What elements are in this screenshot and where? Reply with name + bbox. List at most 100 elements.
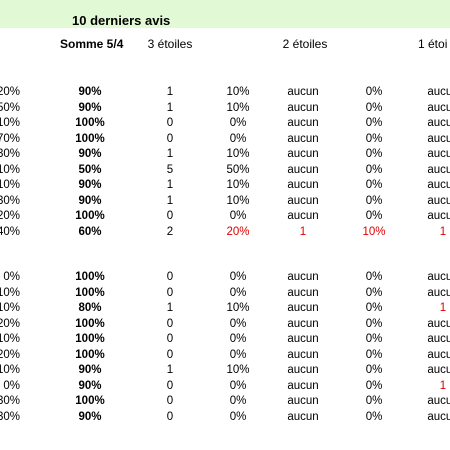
cell-three-star-count[interactable]: 1: [166, 148, 174, 160]
cell-three-star-count[interactable]: 0: [166, 117, 174, 129]
cell-sum[interactable]: 100%: [75, 395, 105, 407]
cell-three-star-count[interactable]: 2: [166, 225, 174, 238]
cell-two-star-percent[interactable]: 0%: [365, 163, 383, 176]
cell-sum[interactable]: 80%: [78, 302, 102, 314]
cell-three-star-count[interactable]: 0: [166, 286, 174, 299]
cell-three-star-percent[interactable]: 10%: [226, 302, 250, 314]
cell-two-star-percent[interactable]: 0%: [365, 86, 383, 98]
cell-sum[interactable]: 100%: [75, 132, 105, 145]
cell-three-star-count[interactable]: 1: [166, 302, 174, 314]
cell-three-star-count[interactable]: 0: [166, 333, 174, 345]
cell-two-star-percent[interactable]: 0%: [365, 317, 383, 330]
cell-sum[interactable]: 50%: [78, 163, 102, 176]
cell-three-star-count[interactable]: 0: [166, 271, 174, 283]
cell-three-star-count[interactable]: 1: [166, 86, 174, 98]
cell-three-star-percent[interactable]: 0%: [229, 395, 247, 407]
cell-two-star-count[interactable]: aucun: [287, 210, 319, 222]
cell-three-star-percent[interactable]: 10%: [226, 86, 250, 98]
cell-one-star-count[interactable]: aucun: [427, 210, 450, 222]
cell-one-star-count[interactable]: aucun: [427, 286, 450, 299]
cell-two-star-count[interactable]: aucun: [287, 163, 319, 176]
cell-percent[interactable]: 10%: [0, 333, 20, 345]
cell-two-star-count[interactable]: aucun: [287, 101, 319, 114]
cell-sum[interactable]: 100%: [75, 333, 105, 345]
cell-one-star-count[interactable]: aucun: [427, 410, 450, 423]
cell-two-star-count[interactable]: aucun: [287, 410, 319, 423]
cell-sum[interactable]: 100%: [75, 210, 105, 222]
cell-percent[interactable]: 10%: [0, 179, 20, 191]
cell-three-star-count[interactable]: 1: [166, 179, 174, 191]
cell-one-star-count[interactable]: aucun: [427, 132, 450, 145]
cell-percent[interactable]: 10%: [0, 364, 20, 376]
cell-two-star-percent[interactable]: 0%: [365, 379, 383, 392]
cell-two-star-count[interactable]: aucun: [287, 379, 319, 392]
cell-percent[interactable]: 30%: [0, 410, 20, 423]
cell-two-star-count[interactable]: aucun: [287, 132, 319, 145]
cell-three-star-count[interactable]: 0: [166, 395, 174, 407]
cell-two-star-count[interactable]: aucun: [287, 317, 319, 330]
cell-two-star-count[interactable]: aucun: [287, 179, 319, 191]
cell-three-star-count[interactable]: 0: [166, 210, 174, 222]
cell-three-star-count[interactable]: 0: [166, 348, 174, 361]
cell-one-star-count[interactable]: aucun: [427, 179, 450, 191]
cell-percent[interactable]: 10%: [0, 163, 20, 176]
cell-one-star-count[interactable]: aucun: [427, 148, 450, 160]
cell-sum[interactable]: 100%: [75, 317, 105, 330]
cell-two-star-percent[interactable]: 0%: [365, 179, 383, 191]
cell-sum[interactable]: 90%: [78, 101, 102, 114]
cell-three-star-percent[interactable]: 0%: [229, 317, 247, 330]
cell-two-star-percent[interactable]: 0%: [365, 210, 383, 222]
cell-one-star-count[interactable]: aucun: [427, 364, 450, 376]
cell-sum[interactable]: 60%: [78, 225, 102, 238]
cell-two-star-count[interactable]: 1: [299, 225, 307, 238]
cell-sum[interactable]: 100%: [75, 271, 105, 283]
cell-percent[interactable]: 0%: [3, 379, 20, 392]
cell-two-star-percent[interactable]: 10%: [362, 225, 386, 238]
cell-one-star-count[interactable]: 1: [439, 379, 447, 392]
cell-two-star-count[interactable]: aucun: [287, 117, 319, 129]
cell-percent[interactable]: 30%: [0, 194, 20, 207]
cell-two-star-percent[interactable]: 0%: [365, 286, 383, 299]
cell-three-star-count[interactable]: 1: [166, 364, 174, 376]
cell-three-star-percent[interactable]: 20%: [226, 225, 250, 238]
cell-three-star-percent[interactable]: 10%: [226, 101, 250, 114]
cell-one-star-count[interactable]: 1: [439, 225, 447, 238]
cell-percent[interactable]: 0%: [3, 271, 20, 283]
cell-two-star-count[interactable]: aucun: [287, 286, 319, 299]
cell-percent[interactable]: 20%: [0, 210, 20, 222]
cell-percent[interactable]: 40%: [0, 225, 20, 238]
cell-three-star-percent[interactable]: 10%: [226, 148, 250, 160]
cell-two-star-percent[interactable]: 0%: [365, 132, 383, 145]
cell-three-star-percent[interactable]: 10%: [226, 194, 250, 207]
cell-percent[interactable]: 20%: [0, 317, 20, 330]
cell-three-star-percent[interactable]: 0%: [229, 379, 247, 392]
cell-one-star-count[interactable]: aucun: [427, 317, 450, 330]
cell-two-star-count[interactable]: aucun: [287, 333, 319, 345]
cell-three-star-percent[interactable]: 0%: [229, 348, 247, 361]
cell-three-star-percent[interactable]: 0%: [229, 286, 247, 299]
cell-three-star-count[interactable]: 0: [166, 379, 174, 392]
cell-two-star-percent[interactable]: 0%: [365, 395, 383, 407]
cell-two-star-percent[interactable]: 0%: [365, 194, 383, 207]
cell-two-star-count[interactable]: aucun: [287, 395, 319, 407]
cell-one-star-count[interactable]: aucun: [427, 86, 450, 98]
cell-two-star-percent[interactable]: 0%: [365, 117, 383, 129]
cell-three-star-percent[interactable]: 10%: [226, 364, 250, 376]
cell-three-star-percent[interactable]: 0%: [229, 210, 247, 222]
cell-three-star-count[interactable]: 5: [166, 163, 174, 176]
cell-three-star-percent[interactable]: 0%: [229, 271, 247, 283]
cell-sum[interactable]: 100%: [75, 117, 105, 129]
cell-one-star-count[interactable]: aucun: [427, 117, 450, 129]
cell-two-star-count[interactable]: aucun: [287, 271, 319, 283]
cell-sum[interactable]: 90%: [78, 179, 102, 191]
cell-three-star-percent[interactable]: 0%: [229, 333, 247, 345]
cell-two-star-percent[interactable]: 0%: [365, 271, 383, 283]
cell-percent[interactable]: 20%: [0, 86, 20, 98]
cell-two-star-percent[interactable]: 0%: [365, 101, 383, 114]
cell-one-star-count[interactable]: 1: [439, 302, 447, 314]
cell-three-star-count[interactable]: 1: [166, 101, 174, 114]
cell-sum[interactable]: 90%: [78, 410, 102, 423]
cell-two-star-percent[interactable]: 0%: [365, 333, 383, 345]
cell-sum[interactable]: 100%: [75, 286, 105, 299]
cell-three-star-count[interactable]: 0: [166, 132, 174, 145]
